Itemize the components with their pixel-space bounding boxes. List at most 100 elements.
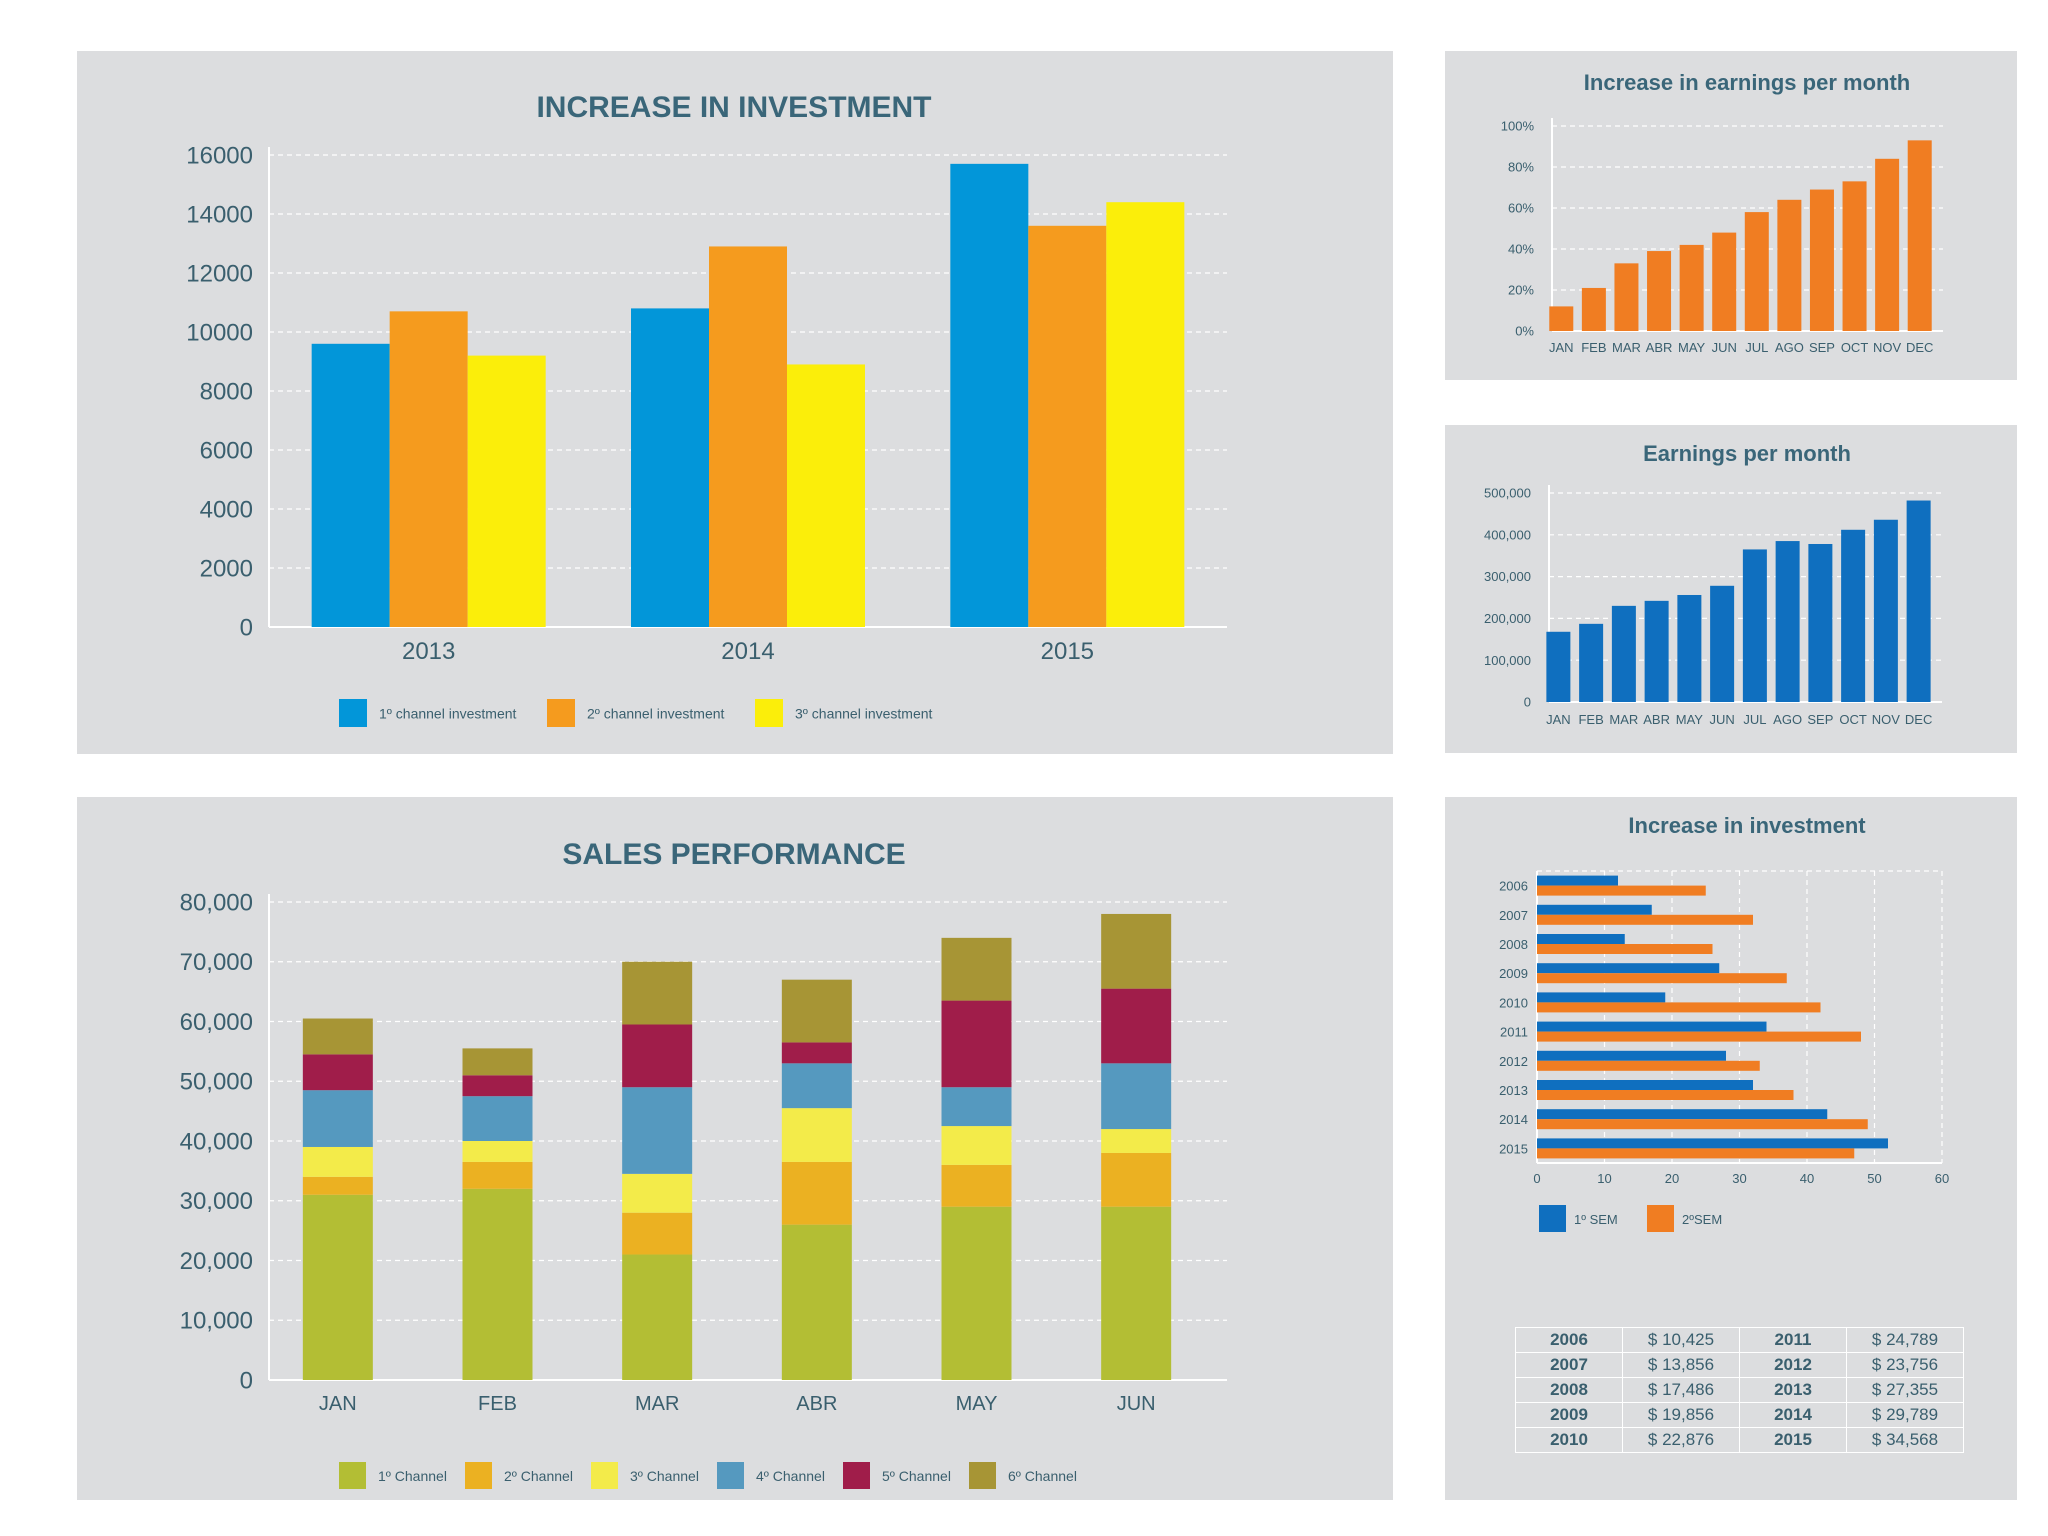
bar-segment bbox=[1101, 1152, 1172, 1207]
bar-segment bbox=[781, 1063, 852, 1109]
y-tick-label: 2008 bbox=[1499, 937, 1528, 952]
legend-label: 3º Channel bbox=[630, 1468, 699, 1484]
table-row: 2009 $ 19,856 2014 $ 29,789 bbox=[1515, 1402, 1964, 1428]
table-amount-cell: $ 24,789 bbox=[1846, 1327, 1964, 1353]
legend-swatch bbox=[717, 1462, 744, 1489]
legend-swatch bbox=[547, 699, 575, 727]
table-amount-cell: $ 13,856 bbox=[1622, 1352, 1740, 1378]
bar bbox=[1537, 1021, 1767, 1032]
investment-chart: INCREASE IN INVESTMENT 0 2000 4000 6000 8000 1… bbox=[186, 91, 1227, 727]
y-tick-label: 40% bbox=[1508, 242, 1534, 257]
bar bbox=[1537, 904, 1652, 915]
y-tick-label: 50,000 bbox=[180, 1069, 253, 1096]
bar bbox=[1537, 1138, 1888, 1149]
bar bbox=[1549, 306, 1574, 331]
x-tick-label: MAR bbox=[1612, 340, 1641, 355]
bar bbox=[787, 364, 865, 627]
earnings-increase-chart: Increase in earnings per month 0% 20% 40% 60… bbox=[1501, 70, 1943, 355]
bar bbox=[1679, 244, 1704, 331]
bar bbox=[1875, 158, 1900, 331]
bar bbox=[1907, 140, 1932, 331]
legend-swatch bbox=[339, 1462, 366, 1489]
chart-title: Increase in earnings per month bbox=[1584, 70, 1910, 95]
table-year-cell: 2009 bbox=[1515, 1402, 1623, 1428]
table-year-cell: 2010 bbox=[1515, 1427, 1623, 1453]
x-tick-label: MAR bbox=[635, 1393, 679, 1415]
bar bbox=[1537, 914, 1753, 925]
bar-segment bbox=[1101, 988, 1172, 1064]
bar-segment bbox=[781, 1161, 852, 1225]
legend-label: 6º Channel bbox=[1008, 1468, 1077, 1484]
bar-segment bbox=[622, 1173, 693, 1213]
x-tick-label: 0 bbox=[1533, 1171, 1540, 1186]
bar bbox=[311, 343, 390, 627]
bar bbox=[1808, 543, 1833, 702]
x-tick-label: MAY bbox=[956, 1393, 998, 1415]
bar-segment bbox=[302, 1054, 373, 1091]
y-tick-label: 80,000 bbox=[180, 889, 253, 916]
bar-segment bbox=[302, 1018, 373, 1055]
y-tick-label: 30,000 bbox=[180, 1188, 253, 1215]
x-tick-label: MAY bbox=[1678, 340, 1706, 355]
earnings-chart: Earnings per month 0 100,000 200,000 300,000… bbox=[1484, 441, 1942, 727]
bar bbox=[1710, 585, 1735, 702]
bar-segment bbox=[302, 1146, 373, 1177]
y-tick-label: 8000 bbox=[200, 378, 253, 405]
x-tick-label: SEP bbox=[1809, 340, 1835, 355]
bar-segment bbox=[941, 1164, 1012, 1207]
table-year-cell: 2014 bbox=[1739, 1402, 1847, 1428]
semester-investment-panel: Increase in investment 0 10 20 30 40 50 60 2006 2… bbox=[1445, 797, 2017, 1500]
bar bbox=[1906, 500, 1931, 702]
sales-panel: SALES PERFORMANCE 0 10,000 20,000 30,000 40,0… bbox=[77, 797, 1393, 1500]
investment-panel: INCREASE IN INVESTMENT 0 2000 4000 6000 8000 1… bbox=[77, 51, 1393, 754]
bar bbox=[631, 308, 709, 627]
legend-swatch bbox=[1647, 1205, 1674, 1232]
x-tick-label: FEB bbox=[1578, 712, 1603, 727]
x-tick-label: 2014 bbox=[721, 638, 774, 665]
y-tick-label: 0 bbox=[1524, 695, 1531, 710]
bar-segment bbox=[462, 1188, 533, 1380]
y-tick-label: 2010 bbox=[1499, 995, 1528, 1010]
x-tick-label: MAY bbox=[1676, 712, 1704, 727]
earnings-panel: Earnings per month 0 100,000 200,000 300,000… bbox=[1445, 425, 2017, 753]
table-row: 2006 $ 10,425 2011 $ 24,789 bbox=[1515, 1327, 1964, 1353]
legend-swatch bbox=[591, 1462, 618, 1489]
earnings-increase-panel: Increase in earnings per month 0% 20% 40% 60… bbox=[1445, 51, 2017, 380]
y-tick-label: 6000 bbox=[200, 437, 253, 464]
y-tick-label: 2015 bbox=[1499, 1141, 1528, 1156]
table-amount-cell: $ 17,486 bbox=[1622, 1377, 1740, 1403]
bar bbox=[1777, 199, 1802, 331]
bar-segment bbox=[622, 1254, 693, 1380]
y-tick-label: 100,000 bbox=[1484, 653, 1531, 668]
bar bbox=[389, 311, 468, 627]
y-tick-label: 60,000 bbox=[180, 1009, 253, 1036]
legend-label: 1º Channel bbox=[378, 1468, 447, 1484]
y-tick-label: 12000 bbox=[186, 260, 253, 287]
table-year-cell: 2011 bbox=[1739, 1327, 1847, 1353]
legend-label: 3º channel investment bbox=[795, 706, 933, 722]
y-tick-label: 0 bbox=[240, 614, 253, 641]
bar bbox=[1644, 600, 1669, 702]
bar-segment bbox=[941, 1087, 1012, 1127]
legend-swatch bbox=[339, 699, 367, 727]
bar-segment bbox=[302, 1090, 373, 1147]
bar bbox=[1537, 1119, 1868, 1130]
sales-chart: SALES PERFORMANCE 0 10,000 20,000 30,000 40,0… bbox=[180, 838, 1227, 1489]
table-year-cell: 2013 bbox=[1739, 1377, 1847, 1403]
bar bbox=[1537, 1031, 1861, 1042]
bar bbox=[709, 246, 787, 627]
x-tick-label: 60 bbox=[1935, 1171, 1949, 1186]
y-tick-label: 40,000 bbox=[180, 1128, 253, 1155]
y-tick-label: 500,000 bbox=[1484, 486, 1531, 501]
bar bbox=[1537, 875, 1618, 886]
legend-swatch bbox=[843, 1462, 870, 1489]
bar bbox=[1611, 605, 1636, 702]
legend-swatch bbox=[969, 1462, 996, 1489]
bar-segment bbox=[941, 1206, 1012, 1380]
x-tick-label: OCT bbox=[1839, 712, 1867, 727]
legend-swatch bbox=[465, 1462, 492, 1489]
bar bbox=[1537, 1148, 1855, 1159]
chart-title: INCREASE IN INVESTMENT bbox=[536, 91, 931, 124]
bar bbox=[1873, 519, 1898, 702]
y-tick-label: 20% bbox=[1508, 283, 1534, 298]
